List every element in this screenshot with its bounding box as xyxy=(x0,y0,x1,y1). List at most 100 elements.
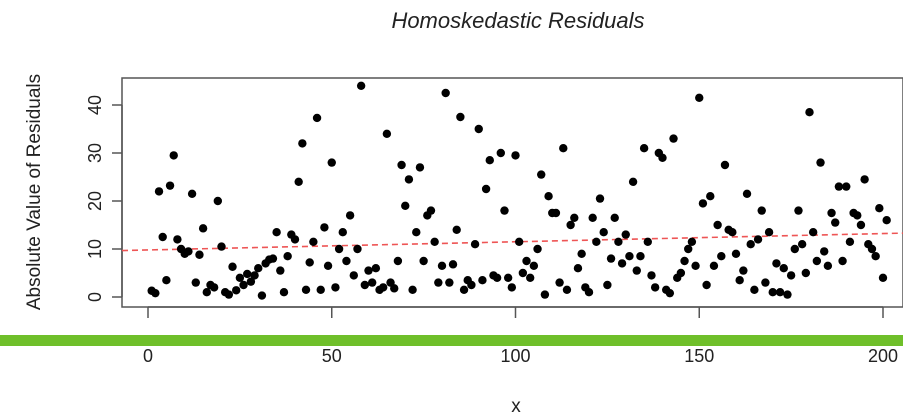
data-point xyxy=(173,235,182,244)
x-tick-label: 50 xyxy=(322,346,342,366)
data-point xyxy=(691,261,700,270)
data-point xyxy=(298,139,307,148)
x-axis-title: x xyxy=(511,396,521,415)
data-point xyxy=(680,256,689,266)
data-point xyxy=(485,156,494,165)
data-point xyxy=(717,252,726,261)
data-point xyxy=(875,204,884,213)
data-point xyxy=(695,93,704,103)
data-point xyxy=(706,192,715,201)
data-point xyxy=(698,199,708,208)
data-point xyxy=(503,273,513,282)
data-point xyxy=(187,189,197,198)
data-point xyxy=(434,278,443,287)
data-point xyxy=(162,276,171,285)
data-point xyxy=(382,129,392,138)
data-point xyxy=(209,283,219,292)
data-point xyxy=(459,285,469,294)
data-point xyxy=(331,283,340,292)
data-point xyxy=(742,189,752,198)
data-point xyxy=(243,269,252,279)
data-point xyxy=(610,213,619,222)
data-point xyxy=(507,283,517,292)
data-point xyxy=(577,249,586,258)
data-point xyxy=(614,237,623,246)
data-point xyxy=(430,237,439,246)
data-point xyxy=(496,148,505,158)
data-point xyxy=(514,237,524,246)
data-point xyxy=(397,160,406,170)
data-point xyxy=(202,288,211,297)
data-point xyxy=(367,278,377,287)
data-point xyxy=(559,144,568,153)
data-point xyxy=(404,175,414,184)
data-point xyxy=(195,250,204,259)
data-point xyxy=(290,235,300,244)
data-point xyxy=(588,213,597,222)
data-point xyxy=(342,256,351,266)
points-layer xyxy=(147,81,891,300)
data-point xyxy=(669,134,678,143)
green-overlay-bar xyxy=(0,335,903,346)
data-point xyxy=(276,266,285,275)
data-point xyxy=(224,290,234,299)
data-point xyxy=(470,240,480,249)
data-point xyxy=(250,271,259,280)
data-point xyxy=(467,280,476,290)
data-point xyxy=(165,181,175,190)
data-point xyxy=(309,237,318,246)
data-point xyxy=(551,208,561,218)
data-point xyxy=(603,280,612,290)
data-point xyxy=(213,196,223,206)
data-point xyxy=(562,285,572,294)
data-point xyxy=(794,206,803,215)
data-point xyxy=(412,228,421,237)
data-point xyxy=(632,266,641,275)
data-point xyxy=(217,242,226,251)
trend-layer xyxy=(121,232,903,252)
data-point xyxy=(448,260,458,269)
data-point xyxy=(867,244,877,254)
data-point xyxy=(702,280,711,290)
data-point xyxy=(323,261,333,270)
data-point xyxy=(658,153,667,162)
data-point xyxy=(831,218,840,227)
data-point xyxy=(419,256,428,266)
data-point xyxy=(393,256,403,266)
data-point xyxy=(353,244,362,254)
data-point xyxy=(312,113,322,123)
data-point xyxy=(838,256,847,266)
data-point xyxy=(882,216,891,225)
data-point xyxy=(684,244,693,254)
data-point xyxy=(540,290,550,299)
data-point xyxy=(860,175,869,184)
data-point xyxy=(595,194,605,203)
data-point xyxy=(415,163,425,172)
data-point xyxy=(617,259,627,268)
data-point xyxy=(823,261,833,270)
data-point xyxy=(827,208,836,218)
data-point xyxy=(191,278,200,287)
data-point xyxy=(232,286,241,295)
data-point xyxy=(379,283,388,292)
chart-title: Homoskedastic Residuals xyxy=(391,8,644,33)
data-point xyxy=(812,256,822,266)
data-point xyxy=(301,285,311,294)
data-point xyxy=(676,268,686,278)
data-point xyxy=(566,220,575,230)
data-point xyxy=(316,285,325,294)
data-point xyxy=(356,81,366,91)
data-point xyxy=(500,206,509,215)
data-point xyxy=(158,232,167,242)
data-point xyxy=(426,206,436,215)
data-point xyxy=(279,288,289,297)
data-point xyxy=(294,177,303,186)
data-point xyxy=(334,244,344,254)
data-point xyxy=(154,187,164,196)
data-point xyxy=(805,108,814,117)
data-point xyxy=(878,273,888,282)
data-point xyxy=(842,182,851,191)
plot-frame xyxy=(121,77,903,308)
data-point xyxy=(786,271,796,280)
data-point xyxy=(757,206,766,215)
